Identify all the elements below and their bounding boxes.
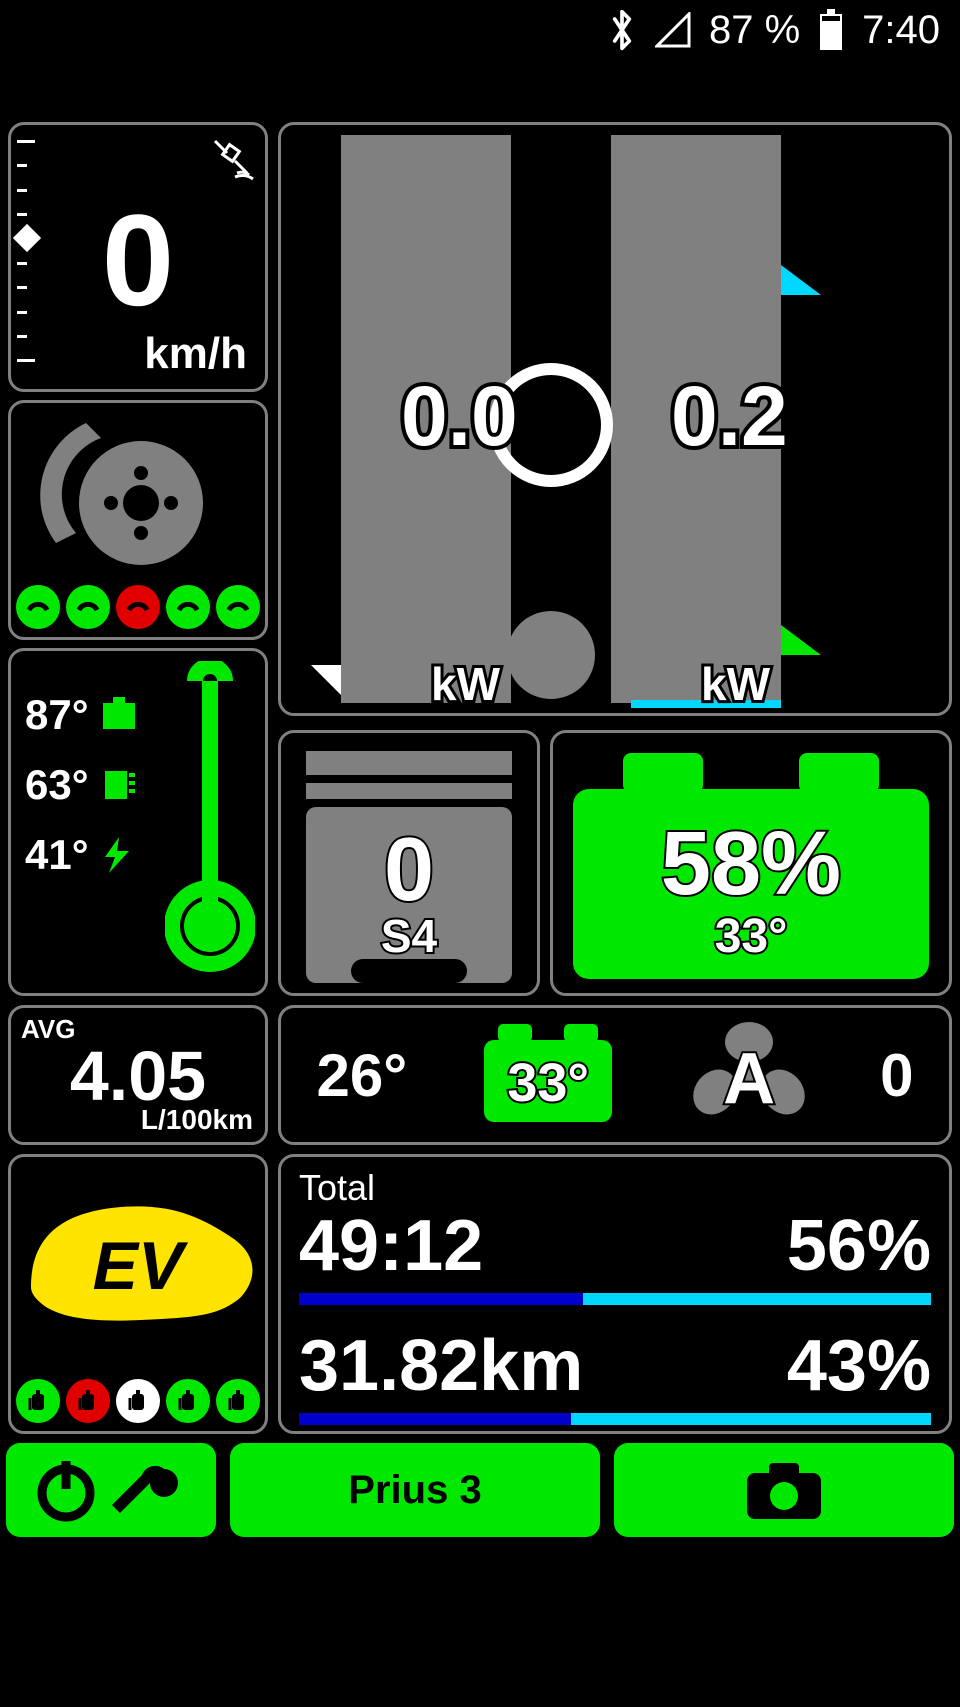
indicator-dot: [166, 1379, 210, 1423]
climate-mode: A: [689, 1038, 809, 1120]
total-dist-pct: 43%: [787, 1325, 931, 1407]
svg-text:0.0: 0.0: [401, 369, 518, 463]
power-icon: [36, 1455, 106, 1525]
battery-panel[interactable]: 58% 33°: [550, 730, 952, 996]
avg-consumption-panel[interactable]: AVG 4.05 L/100km: [8, 1005, 268, 1145]
fan-icon: A: [689, 1020, 809, 1130]
profile-button[interactable]: Prius 3: [230, 1443, 600, 1537]
speed-value: 0: [11, 185, 265, 335]
battery-pct-label: 87 %: [709, 8, 800, 53]
indicator-dot: [216, 585, 260, 629]
bluetooth-icon: [607, 8, 637, 52]
signal-icon: [655, 12, 691, 48]
avg-unit: L/100km: [141, 1104, 253, 1136]
svg-text:0.2: 0.2: [671, 369, 788, 463]
indicator-dot: [16, 585, 60, 629]
inverter-temp-value: 63°: [25, 761, 89, 809]
power-chart: 0.0 0.2 kW kW: [281, 125, 949, 713]
engine-stage-value: S4: [281, 909, 537, 963]
bottom-toolbar: Prius 3: [0, 1443, 960, 1537]
brake-disc-icon: [11, 403, 265, 583]
indicator-dot: [66, 1379, 110, 1423]
indicator-dot: [116, 1379, 160, 1423]
total-label: Total: [299, 1167, 931, 1209]
indicator-dot: [66, 585, 110, 629]
motor-temp-value: 41°: [25, 831, 89, 879]
android-status-bar: 87 % 7:40: [0, 0, 960, 60]
indicator-dot: [166, 585, 210, 629]
speed-unit: km/h: [144, 329, 247, 379]
svg-text:kW: kW: [701, 658, 771, 710]
engine-panel[interactable]: 0 S4: [278, 730, 540, 996]
fan-speed-value: 0: [880, 1041, 913, 1110]
ev-mode-panel[interactable]: EV: [8, 1154, 268, 1434]
power-settings-button[interactable]: [6, 1443, 216, 1537]
engine-rpm-value: 0: [281, 819, 537, 922]
climate-panel[interactable]: 26° 33° A 0: [278, 1005, 952, 1145]
gps-icon: [205, 135, 255, 190]
time-progress-bar: [299, 1293, 931, 1305]
clock-label: 7:40: [862, 8, 940, 53]
coolant-temp-value: 87°: [25, 691, 89, 739]
camera-icon: [739, 1455, 829, 1525]
battery-icon: [818, 9, 844, 51]
battery-temp-value: 33°: [553, 909, 949, 964]
power-panel[interactable]: 0.0 0.2 kW kW 0.0 0.2 kW kW: [278, 122, 952, 716]
speed-panel[interactable]: 0 km/h: [8, 122, 268, 392]
brake-panel[interactable]: [8, 400, 268, 640]
totals-panel[interactable]: Total 49:12 56% 31.82km 43%: [278, 1154, 952, 1434]
indicator-dot: [16, 1379, 60, 1423]
ev-label: EV: [11, 1227, 265, 1305]
thermometer-icon: [165, 661, 255, 983]
engine-icon: [99, 695, 139, 735]
total-time-pct: 56%: [787, 1205, 931, 1287]
small-battery-icon: 33°: [478, 1018, 618, 1133]
profile-label: Prius 3: [348, 1468, 481, 1513]
indicator-dot: [116, 585, 160, 629]
screenshot-button[interactable]: [614, 1443, 954, 1537]
intake-temp-value: 26°: [316, 1041, 407, 1110]
ev-indicator-dots: [11, 1379, 265, 1423]
svg-text:kW: kW: [431, 658, 501, 710]
climate-batt-temp: 33°: [478, 1052, 618, 1114]
total-time-value: 49:12: [299, 1205, 483, 1287]
inverter-icon: [99, 765, 139, 805]
wrench-icon: [106, 1455, 186, 1525]
dist-progress-bar: [299, 1413, 931, 1425]
indicator-dot: [216, 1379, 260, 1423]
temperatures-panel[interactable]: 87° 63° 41°: [8, 648, 268, 996]
brake-indicator-dots: [11, 585, 265, 629]
bolt-icon: [99, 835, 135, 875]
total-dist-value: 31.82km: [299, 1325, 583, 1407]
battery-soc-value: 58%: [553, 813, 949, 916]
